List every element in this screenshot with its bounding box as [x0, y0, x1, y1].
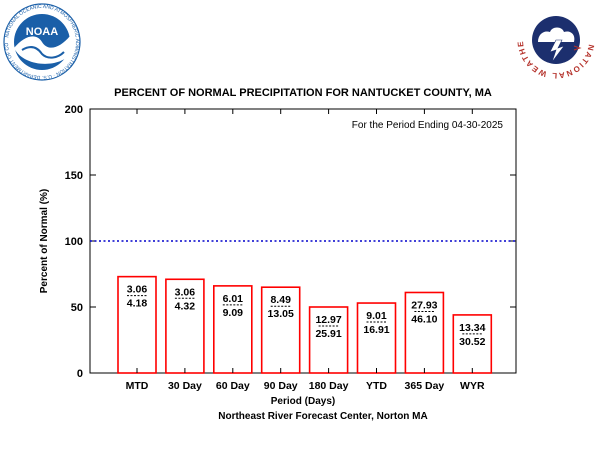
bar-observed-label-6: 27.93 — [411, 299, 437, 311]
bar-normal-label-4: 25.91 — [315, 328, 341, 340]
footer-credit: Northeast River Forecast Center, Norton … — [218, 411, 428, 422]
bar-observed-label-5: 9.01 — [366, 310, 387, 322]
bar-observed-label-1: 3.06 — [175, 286, 196, 298]
bar-normal-label-1: 4.32 — [175, 300, 196, 312]
x-axis-label: Period (Days) — [271, 396, 335, 407]
x-axis: MTD 30 Day 60 Day 90 Day 180 Day YTD 365 Day WY… — [126, 109, 485, 392]
noaa-logo: NATIONAL OCEANIC AND ATMOSPHERIC ADMINIS… — [2, 2, 81, 81]
y-tick-label-3: 150 — [65, 170, 83, 182]
bar-observed-label-2: 6.01 — [223, 293, 244, 305]
bar-normal-label-6: 46.10 — [411, 313, 437, 325]
y-tick-label-1: 50 — [71, 302, 83, 314]
y-axis: 0 50 100 150 200 — [65, 104, 516, 380]
x-tick-label-4: 180 Day — [309, 380, 349, 392]
x-tick-label-2: 60 Day — [216, 380, 250, 392]
y-tick-label-2: 100 — [65, 236, 83, 248]
bar-observed-label-3: 8.49 — [270, 294, 291, 306]
x-tick-label-5: YTD — [366, 380, 387, 392]
y-tick-label-0: 0 — [77, 368, 83, 380]
y-tick-label-4: 200 — [65, 104, 83, 116]
bar-observed-label-4: 12.97 — [315, 314, 341, 326]
bar-observed-label-7: 13.34 — [459, 322, 485, 334]
bar-normal-label-7: 30.52 — [459, 336, 485, 348]
chart-title: PERCENT OF NORMAL PRECIPITATION FOR NANT… — [114, 87, 492, 99]
period-annotation: For the Period Ending 04-30-2025 — [352, 120, 504, 131]
x-tick-label-1: 30 Day — [168, 380, 202, 392]
bar-normal-label-2: 9.09 — [223, 307, 244, 319]
bar-normal-label-3: 13.05 — [268, 308, 294, 320]
x-tick-label-7: WYR — [460, 380, 485, 392]
x-tick-label-6: 365 Day — [405, 380, 445, 392]
bar-normal-label-5: 16.91 — [363, 324, 389, 336]
bar-normal-label-0: 4.18 — [127, 298, 148, 310]
bar-series: 3.06 4.18 3.06 4.32 6.01 9.09 8.49 13.05 12.97 25… — [117, 275, 493, 374]
bar-observed-label-0: 3.06 — [127, 284, 148, 296]
noaa-logo-text: NOAA — [26, 26, 58, 38]
y-axis-label: Percent of Normal (%) — [39, 189, 50, 293]
nws-logo: NATIONAL WEATHER SERVICE — [514, 0, 596, 80]
x-tick-label-0: MTD — [126, 380, 149, 392]
x-tick-label-3: 90 Day — [264, 380, 298, 392]
